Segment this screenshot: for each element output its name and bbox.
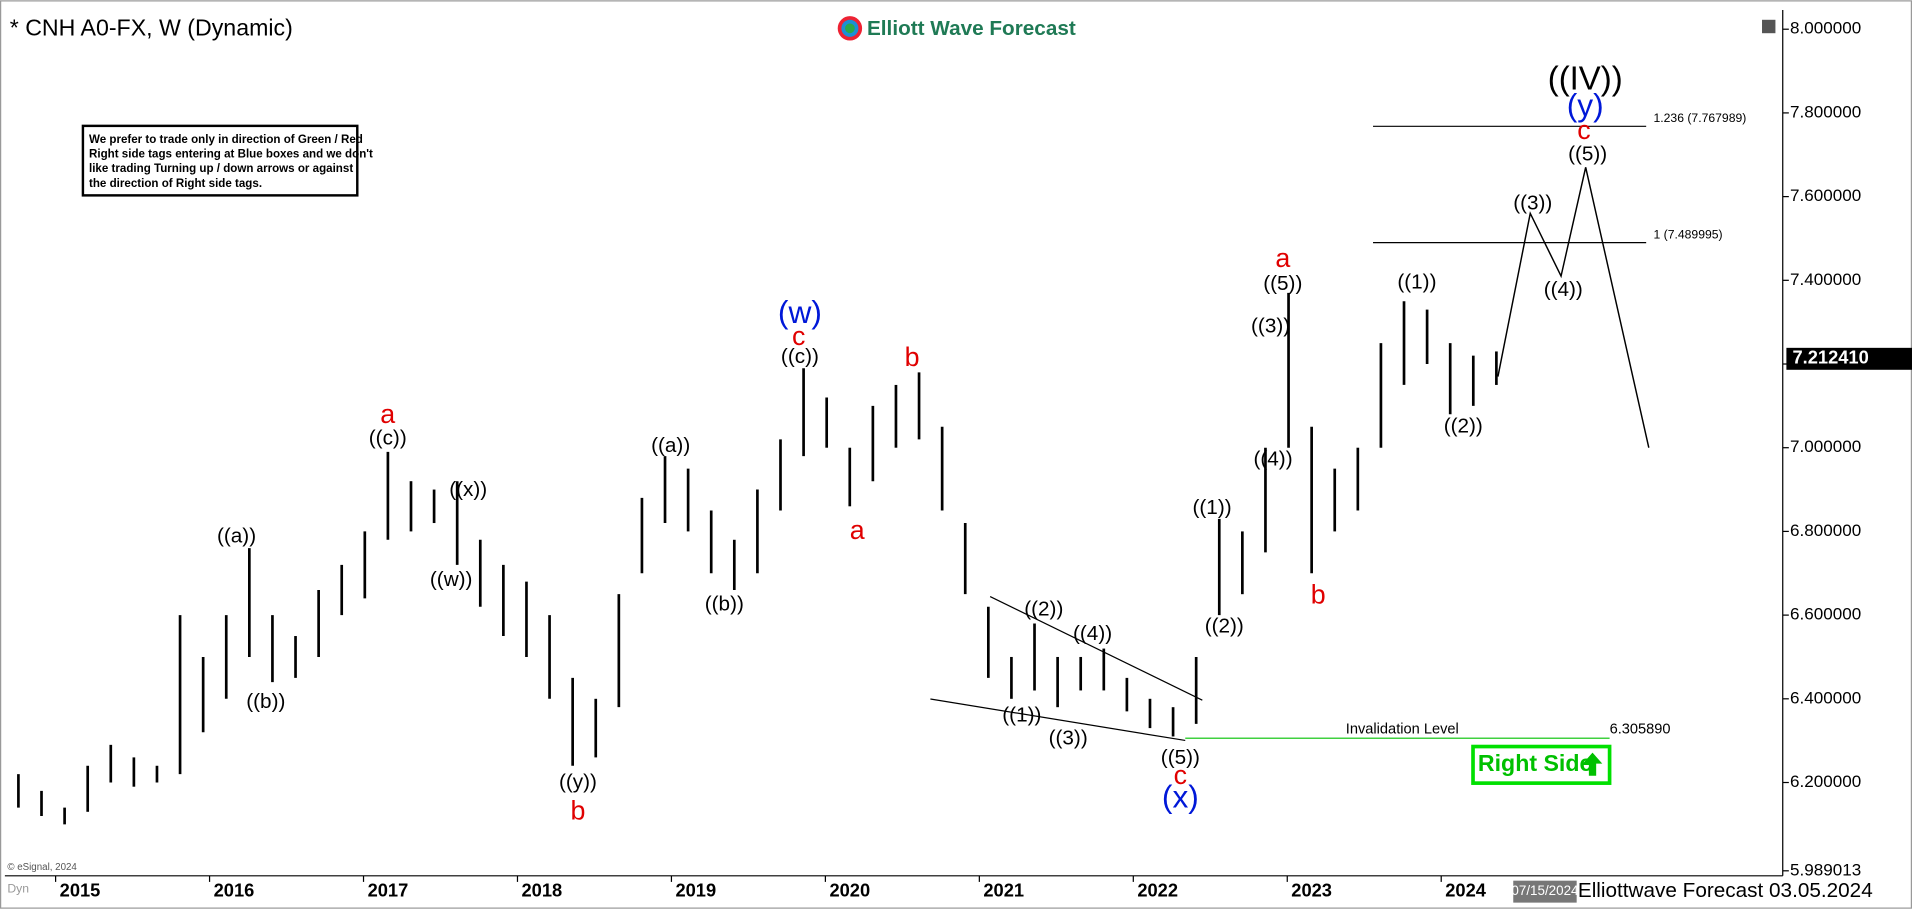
wave-label: ((1)) [1193,496,1232,519]
wave-label: ((w)) [430,568,473,591]
wave-label: c [1577,115,1590,145]
wave-label: ((4)) [1544,278,1583,301]
projection-path [1497,167,1650,448]
footer: Elliottwave Forecast 03.05.2024 [1578,879,1873,902]
wave-label: (y) [1567,87,1604,123]
y-tick-label: 8.000000 [1790,19,1861,38]
wave-label: ((2)) [1024,597,1063,620]
note-line: like trading Turning up / down arrows or… [89,163,353,175]
x-tick-label: 2015 [60,879,101,900]
x-tick-label: 2020 [829,879,870,900]
brand: Elliott Wave Forecast [867,17,1076,40]
y-tick-label: 7.000000 [1790,437,1861,456]
copyright: © eSignal, 2024 [7,862,77,873]
y-tick-label: 6.800000 [1790,521,1861,540]
y-tick-label: 7.400000 [1790,270,1861,289]
wave-label: ((5)) [1263,272,1302,295]
invalidation-label: Invalidation Level [1346,722,1459,738]
x-tick-label: 2022 [1137,879,1178,900]
x-tick-label: 2017 [368,879,409,900]
note-line: Right side tags entering at Blue boxes a… [89,149,373,161]
y-tick-label: 6.400000 [1790,688,1861,707]
wave-label: (x) [1162,778,1199,814]
fib-label: 1.236 (7.767989) [1653,111,1746,125]
wave-label: ((c)) [369,427,407,450]
up-arrow [1582,752,1603,776]
wave-label: ((2)) [1205,615,1244,638]
wave-label: ((3)) [1049,727,1088,750]
wave-label: ((y)) [559,771,597,794]
wave-label: ((5)) [1161,746,1200,769]
trend-line [930,698,1186,742]
wave-label: ((c)) [781,345,819,368]
brand-logo: Elliott Wave Forecast [837,16,1076,41]
right-side-frame [1471,744,1612,785]
wave-label: ((1)) [1002,704,1041,727]
right-side-label: Right Side [1478,750,1593,776]
x-tick-label: 2021 [983,879,1024,900]
mode-label: Dyn [7,881,29,895]
wave-label: ((4)) [1073,622,1112,645]
fib-label: 1 (7.489995) [1653,228,1722,242]
invalidation-value: 6.305890 [1610,722,1671,738]
note-line: We prefer to trade only in direction of … [89,134,363,146]
wave-label: ((1)) [1397,271,1436,294]
trend-line [989,596,1203,701]
wave-label: ((4)) [1253,447,1292,470]
last-price-box [1786,347,1912,370]
cursor-date-box [1513,880,1577,903]
wave-label: a [380,399,395,429]
wave-label: (w) [778,294,822,330]
y-tick-label: 7.800000 [1790,102,1861,121]
wave-label: b [571,795,586,825]
note-frame [81,124,359,197]
wave-label: b [1311,580,1326,610]
wave-label: ((x)) [449,478,487,501]
x-tick-label: 2023 [1291,879,1332,900]
y-tick-label: 7.600000 [1790,186,1861,205]
wave-label: ((3)) [1513,191,1552,214]
logo-icon [845,23,855,34]
x-tick-label: 2016 [214,879,255,900]
window-icon[interactable] [1762,19,1776,34]
wave-label: ((a)) [651,434,690,457]
x-tick-label: 2018 [522,879,563,900]
wave-label: c [792,321,805,351]
wave-label: c [1174,760,1187,790]
cursor-date: 07/15/2024 [1511,883,1579,898]
wave-label: ((3)) [1251,315,1290,338]
y-tick-label: 6.200000 [1790,772,1861,791]
wave-label: a [850,515,865,545]
wave-label: ((b)) [246,690,285,713]
last-price-label: 7.212410 [1793,347,1869,368]
right-side-tag: Right Side [1471,744,1612,785]
chart-title: * CNH A0-FX, W (Dynamic) [10,15,293,41]
wave-label: a [1275,243,1290,273]
note-box: We prefer to trade only in direction of … [81,124,373,197]
wave-label: ((IV)) [1548,59,1623,96]
x-tick-label: 2019 [675,879,716,900]
x-tick-label: 2024 [1445,879,1487,900]
wave-label: ((2)) [1444,415,1483,438]
wave-label: ((b)) [705,593,744,616]
wave-label: b [905,342,920,372]
y-tick-label: 6.600000 [1790,605,1861,624]
wave-label: ((5)) [1568,143,1607,166]
note-line: the direction of Right side tags. [89,178,262,190]
y-tick-label: 5.989013 [1790,860,1861,879]
wave-label: ((a)) [217,524,256,547]
